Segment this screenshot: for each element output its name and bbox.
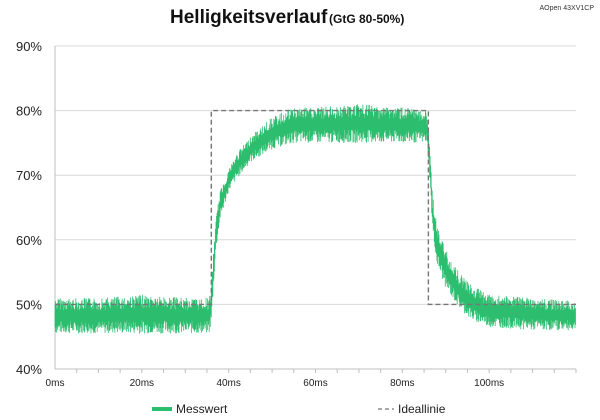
- legend-label-measured: Messwert: [176, 402, 228, 416]
- y-axis-tick-labels: 40% 50% 60% 70% 80% 90%: [16, 39, 42, 377]
- ideal-series-line: [55, 109, 576, 306]
- legend-label-ideal: Ideallinie: [398, 402, 446, 416]
- gridlines: [55, 45, 576, 305]
- chart-subtitle: (GtG 80-50%): [329, 12, 404, 26]
- y-tick-label: 40%: [16, 362, 42, 377]
- x-tick-label: 80ms: [390, 378, 414, 389]
- y-tick-label: 50%: [16, 297, 42, 312]
- y-tick-label: 80%: [16, 104, 42, 119]
- x-tick-label: 60ms: [303, 378, 327, 389]
- x-tick-label: 20ms: [130, 378, 154, 389]
- monitor-model-label: AOpen 43XV1CP: [540, 5, 595, 12]
- x-tick-label: 40ms: [216, 378, 240, 389]
- chart-title: Helligkeitsverlauf: [170, 7, 328, 28]
- measured-series-band: [54, 104, 576, 334]
- ideal-series: [55, 109, 576, 306]
- measured-series: [54, 104, 576, 334]
- y-tick-label: 90%: [16, 39, 42, 54]
- axes: [54, 46, 577, 373]
- legend: Messwert Ideallinie: [152, 402, 446, 416]
- y-tick-label: 60%: [16, 233, 42, 248]
- x-axis-tick-labels: 0ms 20ms 40ms 60ms 80ms 100ms: [46, 378, 505, 389]
- x-tick-label: 100ms: [474, 378, 504, 389]
- x-tick-label: 0ms: [46, 378, 65, 389]
- y-tick-label: 70%: [16, 168, 42, 183]
